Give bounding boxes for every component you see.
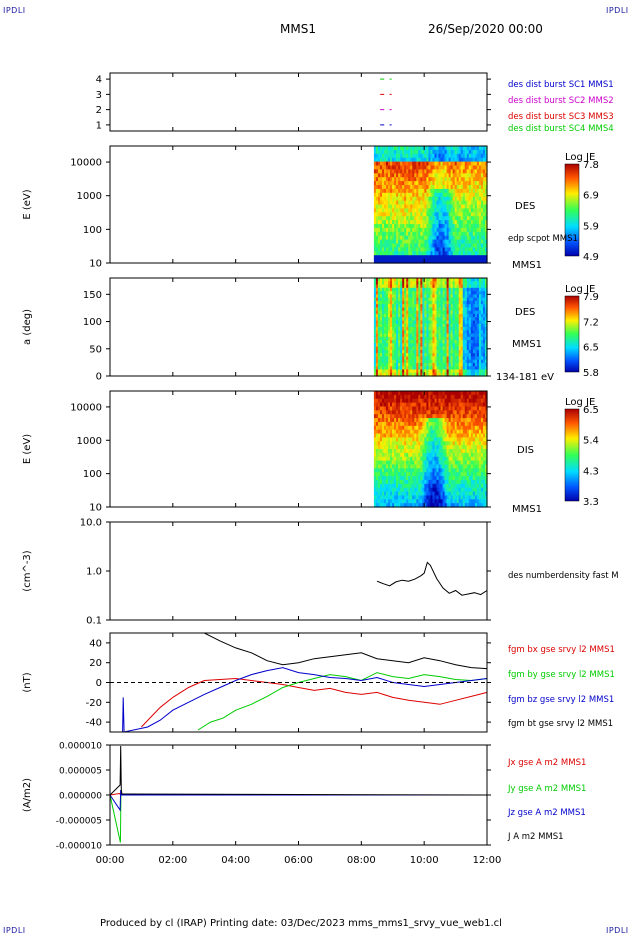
burst-legend-label: des dist burst SC1 MMS1 (508, 80, 614, 90)
burst-legend-label: des dist burst SC2 MMS2 (508, 96, 614, 106)
y-tick-label: 2 (96, 105, 102, 116)
burst-legend-label: des dist burst SC4 MMS4 (508, 124, 614, 134)
y-tick-label: 4 (96, 75, 102, 86)
y-tick-label: 1 (96, 120, 102, 131)
y-tick-label: 3 (96, 90, 102, 101)
burst-legend-label: des dist burst SC3 MMS3 (508, 112, 614, 122)
